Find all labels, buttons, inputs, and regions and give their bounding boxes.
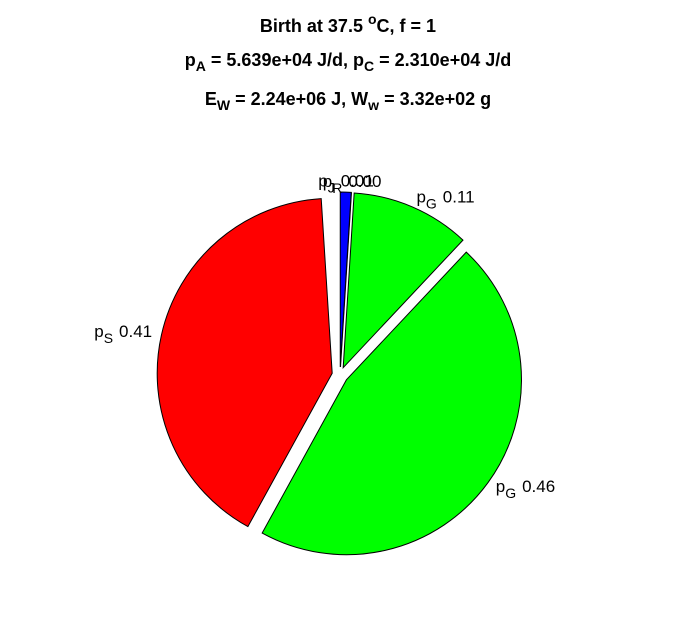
pie-slice (261, 251, 522, 556)
title-segment: = 3.32e+02 g (379, 89, 491, 109)
label-value: 0.11 (443, 188, 475, 207)
title-segment: = 2.310e+04 J/d (374, 50, 511, 70)
title-segment: E (205, 89, 217, 109)
title-segment: Birth at 37.5 (260, 16, 368, 36)
label-value: 0.41 (119, 322, 152, 341)
label-sub: J (328, 179, 335, 195)
pie-slice (342, 192, 464, 370)
label-sub: S (104, 330, 113, 346)
title-segment: p (185, 50, 196, 70)
slice-label: pR 0.00 (323, 172, 382, 195)
label-sub: R (332, 180, 342, 196)
label-value: 0.01 (341, 172, 374, 191)
slice-label: pG 0.46 (496, 478, 555, 501)
title-segment: A (196, 58, 206, 74)
title-segment: C (364, 58, 374, 74)
title-segment: w (367, 97, 379, 113)
slice-label: pG 0.11 (416, 188, 474, 211)
pie-slice (156, 198, 333, 528)
title-segment: C, f = 1 (377, 16, 437, 36)
title-segment: = 2.24e+06 J, W (230, 89, 368, 109)
title-segment: = 5.639e+04 J/d, p (206, 50, 364, 70)
chart-title: EW = 2.24e+06 J, Ww = 3.32e+02 g (205, 89, 491, 113)
title-segment: o (368, 11, 377, 27)
label-name: p (94, 322, 103, 341)
label-sub: G (505, 485, 516, 501)
label-sub: G (426, 195, 437, 211)
chart-title: pA = 5.639e+04 J/d, pC = 2.310e+04 J/d (185, 50, 511, 74)
label-value: 0.46 (522, 478, 555, 497)
label-name: p (323, 172, 332, 191)
label-name: p (496, 478, 505, 497)
label-name: p (416, 188, 425, 207)
label-name: p (318, 172, 327, 191)
chart-title: Birth at 37.5 oC, f = 1 (260, 11, 436, 36)
slice-label: pS 0.41 (94, 322, 152, 345)
label-value: 0.00 (348, 172, 381, 191)
slice-label: pJ 0.01 (318, 172, 374, 195)
title-segment: W (217, 97, 231, 113)
